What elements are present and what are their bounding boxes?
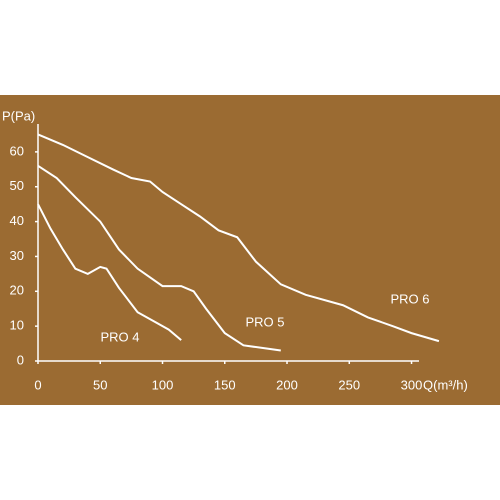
x-tick-label: 250 (338, 377, 360, 392)
x-tick-label: 50 (93, 377, 107, 392)
y-tick-label: 20 (10, 283, 24, 298)
y-axis-label: P(Pa) (2, 108, 35, 123)
curve (37, 133, 440, 343)
x-tick-label: 0 (34, 377, 41, 392)
curve (37, 203, 182, 341)
y-tick-label: 60 (10, 143, 24, 158)
curve (37, 164, 281, 352)
x-tick-label: 200 (276, 377, 298, 392)
x-tick-label: 150 (214, 377, 236, 392)
x-tick-label: 300 (401, 377, 423, 392)
series-label: PRO 6 (390, 291, 429, 306)
y-tick-label: 10 (10, 318, 24, 333)
y-tick-label: 0 (17, 352, 24, 367)
series-label: PRO 4 (100, 329, 139, 344)
y-tick-label: 50 (10, 178, 24, 193)
x-tick-label: 100 (152, 377, 174, 392)
series-label: PRO 5 (245, 314, 284, 329)
y-tick-label: 30 (10, 248, 24, 263)
y-tick-label: 40 (10, 213, 24, 228)
chart-background (0, 95, 500, 405)
x-axis-label: Q(m³/h) (423, 377, 468, 392)
